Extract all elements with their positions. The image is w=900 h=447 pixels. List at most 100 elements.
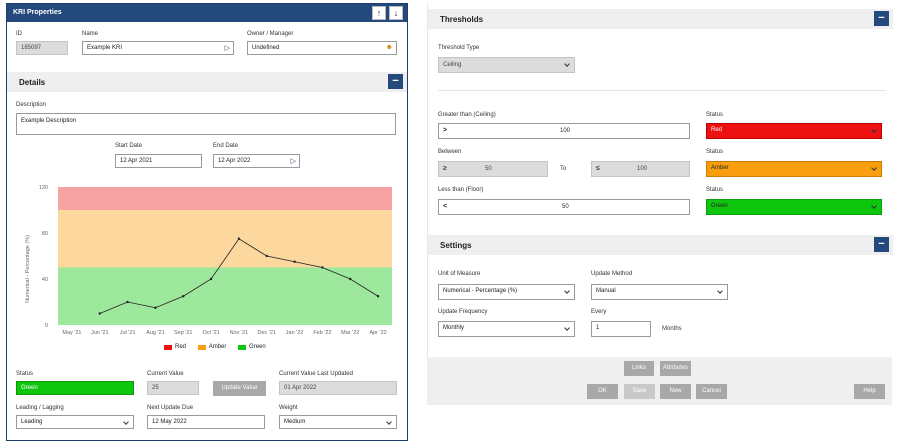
last-updated-label: Current Value Last Updated [279, 371, 353, 377]
minus-icon: − [878, 238, 885, 250]
x-tick-label: Oct '21 [202, 330, 219, 336]
less-than-label: Less than (Floor) [438, 187, 484, 193]
calendar-icon[interactable]: ▷ [290, 158, 296, 165]
details-collapse-button[interactable]: − [388, 74, 403, 89]
green-status-label: Status [706, 187, 724, 193]
x-tick-label: Mar '22 [341, 330, 359, 336]
between-high-value: 100 [637, 166, 648, 172]
data-point [98, 312, 101, 315]
greater-than-label: Greater than (Ceiling) [438, 112, 496, 118]
thresholds-title: Thresholds [440, 15, 484, 24]
legend-label-red: Red [175, 344, 187, 350]
between-low-value: 50 [485, 166, 492, 172]
between-low-symbol: ≥ [443, 165, 447, 172]
details-title: Details [19, 78, 46, 87]
language-icon[interactable]: ▷ [224, 45, 230, 52]
links-button[interactable]: Links [624, 361, 654, 376]
save-button[interactable]: Save [624, 384, 655, 399]
current-value-field: 25 [147, 381, 199, 395]
less-than-value: 50 [562, 204, 569, 210]
data-point [209, 277, 213, 281]
kri-properties-panel: KRI Properties ↑ ↓ ID 185097 Name Exampl… [6, 3, 408, 441]
legend-swatch-red [164, 344, 172, 350]
next-update-field[interactable]: 12 May 2022 [147, 415, 265, 429]
description-label: Description [16, 102, 47, 108]
x-tick-label: Sep '21 [174, 330, 192, 336]
ok-button[interactable]: OK [587, 384, 618, 399]
x-tick-label: Jun '21 [91, 330, 109, 336]
thresholds-collapse-button[interactable]: − [874, 11, 889, 26]
y-tick-label: 80 [42, 231, 48, 237]
id-field: 185097 [16, 41, 68, 55]
y-tick-label: 120 [39, 185, 48, 191]
data-point [349, 277, 352, 281]
less-than-symbol: < [443, 203, 448, 210]
minus-icon: − [878, 12, 885, 24]
name-value: Example KRI [87, 45, 123, 51]
move-down-button[interactable]: ↓ [389, 6, 403, 20]
x-tick-label: Feb '22 [313, 330, 331, 336]
weight-label: Weight [279, 405, 298, 411]
months-label: Months [662, 326, 682, 332]
legend-swatch-amber [197, 344, 206, 350]
description-field[interactable]: Example Description [16, 113, 396, 135]
current-value-label: Current Value [147, 371, 184, 377]
update-frequency-label: Update Frequency [438, 309, 488, 315]
amber-status-select[interactable]: Amber [706, 161, 882, 177]
greater-than-value: 100 [560, 128, 571, 134]
between-low-field[interactable]: ≥ 50 [438, 161, 548, 177]
greater-than-field[interactable]: > 100 [438, 123, 690, 139]
less-than-field[interactable]: < 50 [438, 199, 690, 215]
user-picker-icon[interactable]: ☻ [385, 44, 393, 51]
next-update-label: Next Update Due [147, 405, 194, 411]
red-status-select[interactable]: Red [706, 123, 882, 139]
band-amber [58, 210, 392, 268]
update-method-label: Update Method [591, 271, 633, 277]
update-method-select[interactable]: Manual [591, 284, 728, 300]
between-high-field[interactable]: ≤ 100 [591, 161, 690, 177]
weight-select[interactable]: Medium [279, 415, 397, 429]
band-red [58, 187, 392, 210]
green-status-select[interactable]: Green [706, 199, 882, 215]
new-button[interactable]: New [660, 384, 691, 399]
y-tick-label: 40 [42, 277, 48, 283]
end-date-label: End Date [213, 143, 239, 149]
unit-of-measure-select[interactable]: Numerical - Percentage (%) [438, 284, 575, 300]
leading-lagging-select[interactable]: Leading [16, 415, 134, 429]
threshold-type-select[interactable]: Ceiling [438, 57, 575, 73]
data-point [182, 295, 185, 298]
every-label: Every [591, 309, 607, 315]
arrow-down-icon: ↓ [393, 8, 399, 18]
greater-than-symbol: > [443, 127, 448, 134]
legend-swatch-green [238, 344, 247, 350]
between-high-symbol: ≤ [596, 165, 600, 172]
data-point [376, 295, 380, 298]
owner-field[interactable]: Undefined ☻ [247, 41, 397, 55]
amber-status-label: Status [706, 149, 724, 155]
update-frequency-select[interactable]: Monthly [438, 321, 575, 337]
band-green [58, 267, 392, 325]
name-field[interactable]: Example KRI ▷ [82, 41, 234, 55]
red-status-label: Status [706, 112, 724, 118]
update-value-button[interactable]: Update Value [213, 381, 266, 396]
status-field: Green [16, 381, 134, 395]
chart-legend: Red Amber Green [164, 344, 266, 351]
end-date-field[interactable]: 12 Apr 2022 ▷ [213, 154, 300, 168]
x-tick-label: Jul '21 [120, 330, 136, 336]
between-label: Between [438, 149, 462, 155]
data-point [237, 237, 241, 240]
kri-trend-chart: 0 40 80 120 May '21 Jun '21 Jul '21 Aug '21 Sep … [25, 185, 392, 336]
start-date-field[interactable]: 12 Apr 2021 [115, 154, 202, 168]
attributes-button[interactable]: Attributes [660, 361, 691, 376]
help-button[interactable]: Help [854, 384, 885, 399]
x-tick-label: Dec '21 [258, 330, 276, 336]
cancel-button[interactable]: Cancel [696, 384, 727, 399]
x-tick-label: Aug '21 [146, 330, 164, 336]
every-field[interactable]: 1 [591, 321, 651, 337]
data-point [265, 254, 268, 258]
settings-collapse-button[interactable]: − [874, 237, 889, 252]
legend-label-amber: Amber [208, 344, 227, 350]
x-tick-label: Nov '21 [230, 330, 248, 336]
move-up-button[interactable]: ↑ [372, 6, 386, 20]
id-label: ID [16, 31, 22, 37]
